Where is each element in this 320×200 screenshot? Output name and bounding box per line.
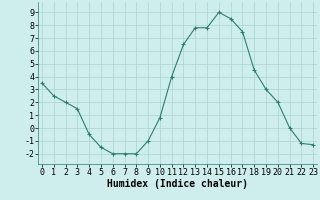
X-axis label: Humidex (Indice chaleur): Humidex (Indice chaleur) (107, 179, 248, 189)
